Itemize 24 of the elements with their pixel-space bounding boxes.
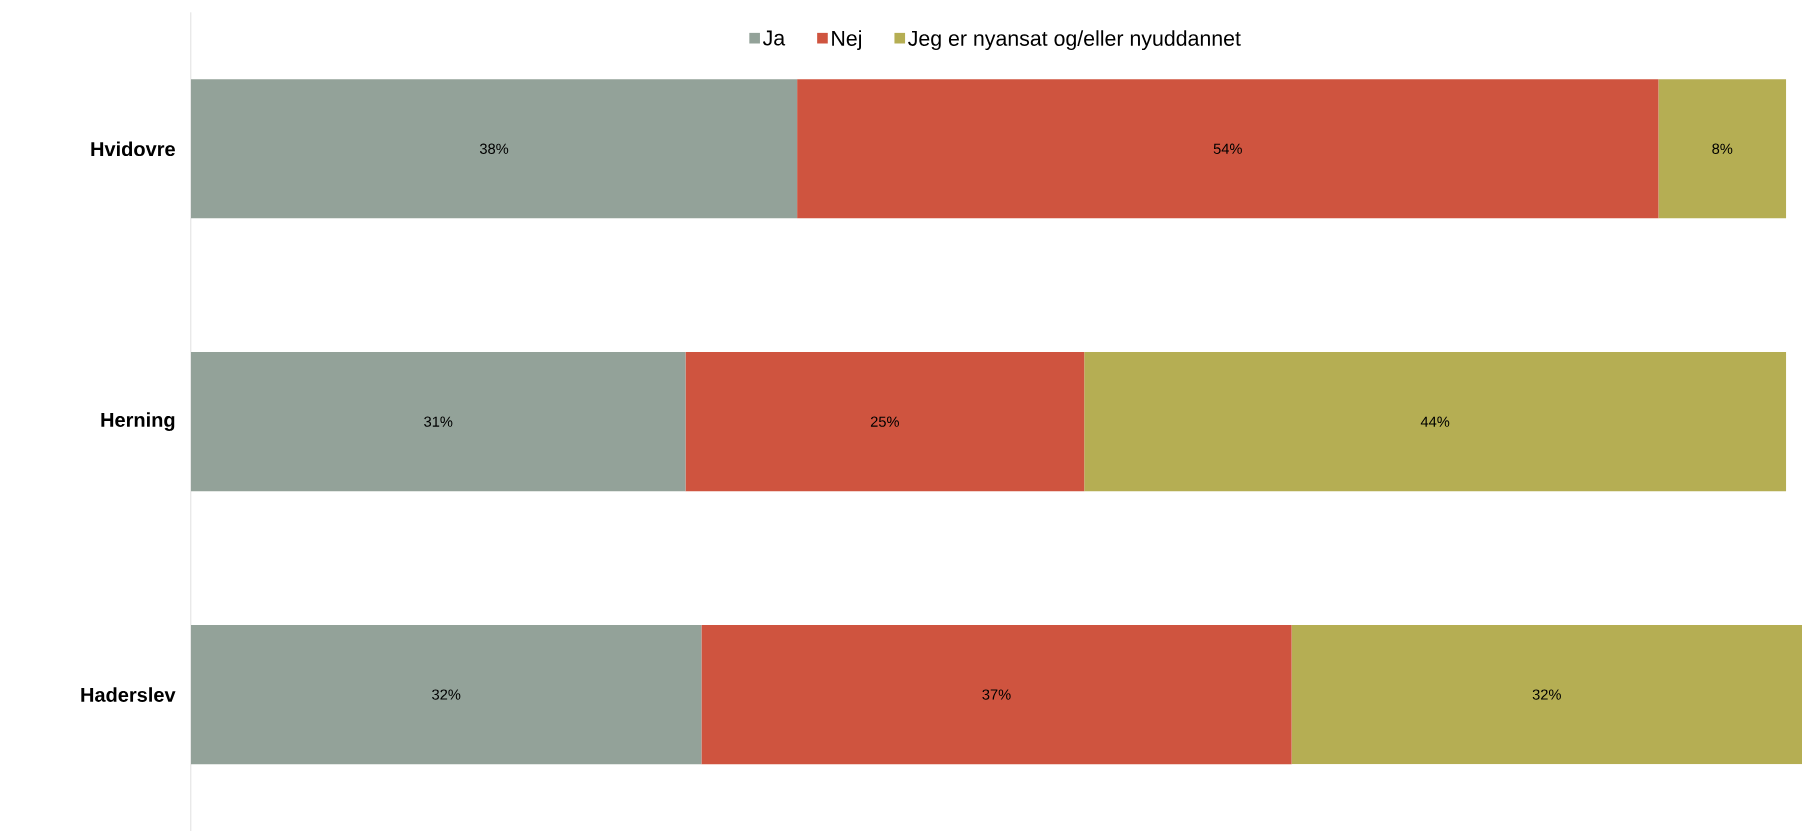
data-label: 31% bbox=[424, 416, 453, 427]
bar bbox=[191, 351, 686, 492]
legend-label: Jeg er nyansat og/eller nyuddannet bbox=[908, 30, 1241, 50]
data-label: 32% bbox=[1532, 689, 1561, 700]
bar bbox=[191, 79, 798, 219]
y-tick-label: Haderslev bbox=[81, 687, 176, 702]
data-label: 25% bbox=[870, 416, 899, 427]
data-label: 38% bbox=[479, 143, 509, 154]
bar bbox=[685, 351, 1085, 492]
data-label: 32% bbox=[432, 689, 461, 700]
data-label: 54% bbox=[1213, 143, 1242, 154]
y-tick-label: Herning bbox=[101, 412, 175, 431]
legend-label: Ja bbox=[762, 30, 786, 46]
y-tick-label: Hvidovre bbox=[91, 141, 175, 156]
bar bbox=[1658, 79, 1787, 219]
data-label: 37% bbox=[982, 689, 1011, 700]
data-label: 8% bbox=[1712, 143, 1733, 154]
bar bbox=[1084, 351, 1787, 492]
bar bbox=[1291, 624, 1802, 765]
bar bbox=[191, 624, 702, 765]
legend-label: Nej bbox=[832, 30, 861, 50]
bar bbox=[701, 624, 1292, 765]
bar bbox=[797, 79, 1659, 219]
data-label: 44% bbox=[1420, 416, 1450, 427]
